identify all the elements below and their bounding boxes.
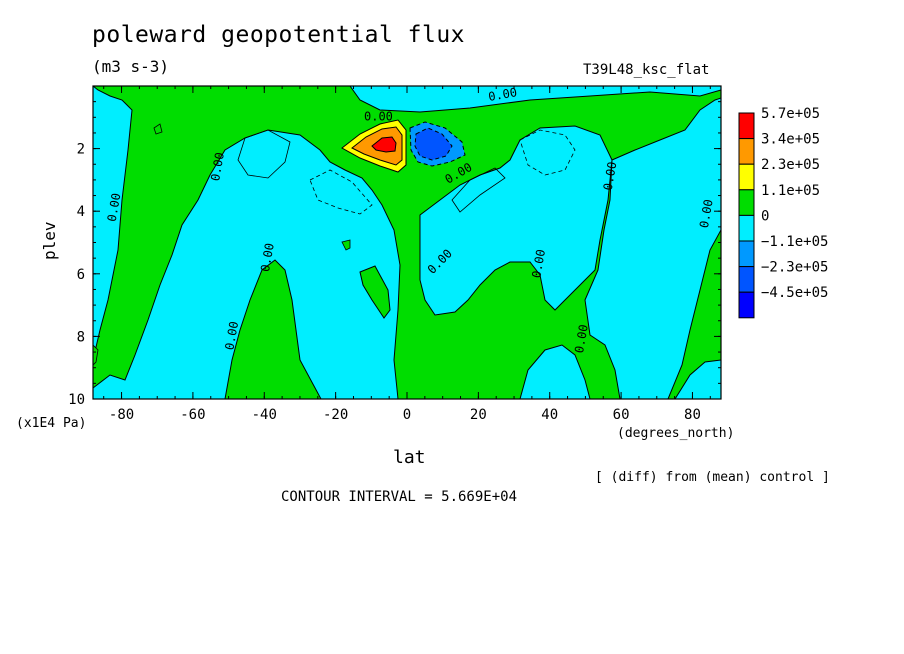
x-tick-label: 80	[684, 407, 701, 423]
x-tick-label: 60	[613, 407, 630, 423]
legend-swatch	[738, 291, 755, 319]
legend-swatch	[738, 112, 755, 140]
neg-region-nh-bottom	[519, 344, 591, 399]
y-tick-label: 2	[77, 142, 85, 158]
contour-label: 0.00	[208, 151, 227, 182]
contour-label: 0.00	[258, 242, 277, 273]
x-ticks: -80 -60 -40 -20 0 20 40 60 80	[103, 86, 711, 423]
neg-region-sh-west	[93, 86, 133, 361]
neg-core-strong	[414, 127, 453, 161]
contour-label: 0.00	[572, 323, 591, 354]
contour-label: 0.00	[105, 192, 124, 223]
contour-label: 0.00	[222, 320, 241, 351]
neg-region-sh-hole	[359, 265, 391, 319]
x-tick-label: 40	[541, 407, 558, 423]
legend-label: −2.3e+05	[761, 260, 828, 276]
legend-label: −4.5e+05	[761, 285, 828, 301]
legend-label: 5.7e+05	[761, 106, 820, 122]
x-axis-units: (degrees_north)	[617, 426, 735, 441]
island-c	[93, 344, 99, 366]
neg-region-upper	[150, 86, 721, 113]
x-tick-label: 0	[403, 407, 411, 423]
legend-swatch	[738, 138, 755, 165]
legend-swatch	[738, 240, 755, 268]
contour-label: 0.00	[487, 85, 518, 104]
y-axis-units: (x1E4 Pa)	[16, 416, 87, 431]
contour-label: 0.00	[364, 109, 393, 123]
y-tick-label: 6	[77, 267, 85, 283]
legend-label: 3.4e+05	[761, 132, 820, 148]
legend-label: −1.1e+05	[761, 234, 828, 250]
neg-region-nh-main	[419, 125, 613, 316]
x-tick-label: 20	[470, 407, 487, 423]
island-a	[153, 123, 163, 135]
x-tick-label: -40	[252, 407, 277, 423]
contour-sh-mid	[309, 169, 373, 215]
filled-contours	[93, 86, 721, 399]
neg-region-nh-corner	[674, 359, 721, 399]
contour-sh-upper	[237, 129, 291, 179]
legend-swatch	[738, 214, 755, 242]
legend-swatch	[738, 266, 755, 293]
legend-label: 0	[761, 208, 769, 224]
neg-region-nh-east	[584, 97, 721, 399]
legend-swatch	[738, 163, 755, 191]
contour-nh-mid	[451, 167, 506, 213]
contour-label: 0.00	[529, 248, 548, 279]
legend-label: 1.1e+05	[761, 183, 820, 199]
y-tick-label: 4	[77, 204, 85, 220]
y-tick-label: 8	[77, 329, 85, 345]
contour-label: 0.00	[601, 161, 620, 192]
chart-title: poleward geopotential flux	[92, 22, 466, 48]
y-ticks: 2 4 6 8 10	[68, 101, 721, 408]
diff-footnote: [ (diff) from (mean) control ]	[595, 470, 830, 485]
contour-nh-upper	[519, 129, 576, 176]
chart-units: (m3 s-3)	[92, 57, 170, 76]
legend-label: 2.3e+05	[761, 157, 820, 173]
color-legend: 5.7e+05 3.4e+05 2.3e+05 1.1e+05 0 −1.1e+05 −2.…	[738, 106, 828, 319]
y-tick-label: 10	[68, 392, 85, 408]
contour-interval: CONTOUR INTERVAL = 5.669E+04	[281, 489, 518, 505]
island-b	[341, 239, 351, 251]
pos-core-red	[371, 136, 397, 153]
x-tick-label: -60	[180, 407, 205, 423]
run-name: T39L48_ksc_flat	[583, 62, 710, 78]
x-axis-label: lat	[393, 447, 426, 468]
legend-swatch	[738, 189, 755, 216]
contour-label: 0.00	[697, 198, 716, 229]
x-tick-label: -20	[323, 407, 348, 423]
x-tick-label: -80	[109, 407, 134, 423]
neg-region-sh-main	[93, 129, 401, 399]
